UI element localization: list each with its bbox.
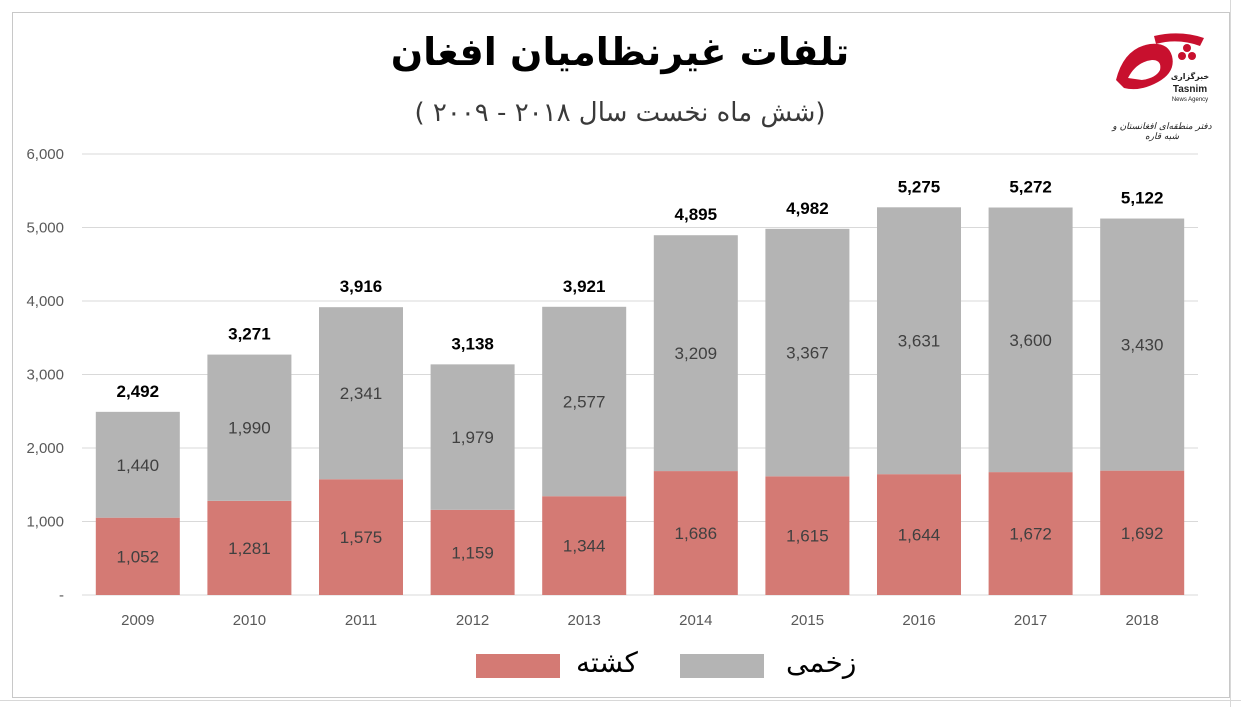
data-label-injured: 3,209 — [675, 344, 718, 363]
y-tick-label: 2,000 — [26, 440, 64, 457]
bar-killed-2014 — [653, 471, 738, 595]
chart-title: تلفات غیرنظامیان افغان — [390, 30, 850, 74]
logo-text-en: Tasnim — [1172, 84, 1208, 95]
data-label-killed: 1,344 — [563, 537, 606, 556]
data-label-total: 3,138 — [451, 334, 494, 353]
bar-injured-2017 — [988, 207, 1073, 473]
x-tick-label: 2014 — [679, 612, 712, 629]
y-tick-label: 4,000 — [26, 293, 64, 310]
chart-subtitle: (شش ماه نخست سال ۲۰۱۸ - ۲۰۰۹ ) — [414, 98, 826, 128]
y-tick-label: 1,000 — [26, 514, 64, 531]
legend-label-killed: کشته — [576, 646, 638, 679]
bar-injured-2010 — [207, 354, 292, 501]
bar-killed-2016 — [877, 474, 961, 595]
tasnim-logo: خبرگزاری Tasnim News Agency دفتر منطقه‌ا… — [1106, 22, 1218, 144]
data-label-killed: 1,052 — [117, 547, 160, 566]
x-tick-label: 2013 — [568, 612, 601, 629]
logo-text-agency: News Agency — [1171, 97, 1209, 103]
data-label-killed: 1,692 — [1121, 524, 1164, 543]
data-label-total: 3,921 — [563, 277, 606, 296]
data-label-injured: 2,577 — [563, 393, 606, 412]
bar-killed-2012 — [430, 509, 515, 595]
data-label-total: 4,895 — [675, 205, 718, 224]
data-label-total: 4,982 — [786, 199, 829, 218]
bar-killed-2009 — [95, 517, 180, 595]
x-tick-label: 2011 — [345, 612, 377, 629]
bar-killed-2015 — [765, 476, 850, 595]
legend-swatch-injured — [680, 654, 764, 678]
data-label-injured: 3,367 — [786, 344, 829, 363]
sheet-gridline — [1230, 0, 1231, 707]
legend-label-injured: زخمی — [786, 646, 857, 679]
logo-office-text: دفتر منطقه‌ای افغانستان و شبه قاره — [1112, 122, 1212, 142]
y-tick-label: 3,000 — [26, 367, 64, 384]
bar-killed-2010 — [207, 500, 292, 595]
data-label-total: 5,275 — [898, 177, 941, 196]
tasnim-logo-icon — [1116, 33, 1204, 90]
x-tick-label: 2010 — [233, 612, 266, 629]
bar-killed-2011 — [319, 479, 403, 595]
bar-killed-2013 — [542, 496, 627, 595]
data-label-killed: 1,615 — [786, 527, 829, 546]
x-tick-label: 2009 — [121, 612, 154, 629]
x-tick-label: 2018 — [1126, 612, 1159, 629]
data-label-killed: 1,159 — [451, 543, 494, 562]
data-label-injured: 1,440 — [117, 456, 160, 475]
data-label-injured: 3,430 — [1121, 336, 1164, 355]
data-label-total: 2,492 — [117, 382, 160, 401]
logo-text-fa: خبرگزاری — [1170, 72, 1210, 81]
data-label-killed: 1,672 — [1009, 525, 1052, 544]
bar-killed-2017 — [988, 472, 1073, 595]
data-label-injured: 1,979 — [451, 428, 494, 447]
data-label-total: 3,916 — [340, 277, 383, 296]
data-label-injured: 3,600 — [1009, 331, 1052, 350]
bar-injured-2013 — [542, 306, 627, 497]
bar-injured-2016 — [877, 207, 961, 475]
data-label-injured: 3,631 — [898, 332, 941, 351]
data-label-injured: 2,341 — [340, 384, 383, 403]
bar-injured-2015 — [765, 228, 850, 477]
data-label-total: 5,272 — [1009, 178, 1052, 197]
data-label-killed: 1,281 — [228, 539, 271, 558]
x-tick-label: 2015 — [791, 612, 824, 629]
y-tick-label: - — [59, 587, 64, 604]
x-tick-label: 2016 — [902, 612, 935, 629]
sheet-gridline — [0, 700, 1241, 701]
bar-injured-2011 — [319, 307, 403, 480]
bar-killed-2018 — [1100, 470, 1185, 595]
y-tick-label: 5,000 — [26, 220, 64, 237]
x-tick-label: 2017 — [1014, 612, 1047, 629]
data-label-total: 5,122 — [1121, 189, 1164, 208]
y-tick-label: 6,000 — [26, 146, 64, 163]
bar-injured-2009 — [95, 411, 180, 518]
bar-injured-2018 — [1100, 218, 1185, 471]
x-tick-label: 2012 — [456, 612, 489, 629]
bar-injured-2012 — [430, 364, 515, 510]
legend-swatch-killed — [476, 654, 560, 678]
bar-injured-2014 — [653, 235, 738, 472]
legend-item-injured: زخمی — [680, 646, 880, 686]
data-label-killed: 1,575 — [340, 528, 383, 547]
data-label-killed: 1,686 — [675, 524, 718, 543]
data-label-total: 3,271 — [228, 325, 271, 344]
legend-item-killed: کشته — [476, 646, 646, 686]
chart-legend: کشته زخمی — [470, 646, 890, 686]
data-label-killed: 1,644 — [898, 526, 941, 545]
data-label-injured: 1,990 — [228, 419, 271, 438]
